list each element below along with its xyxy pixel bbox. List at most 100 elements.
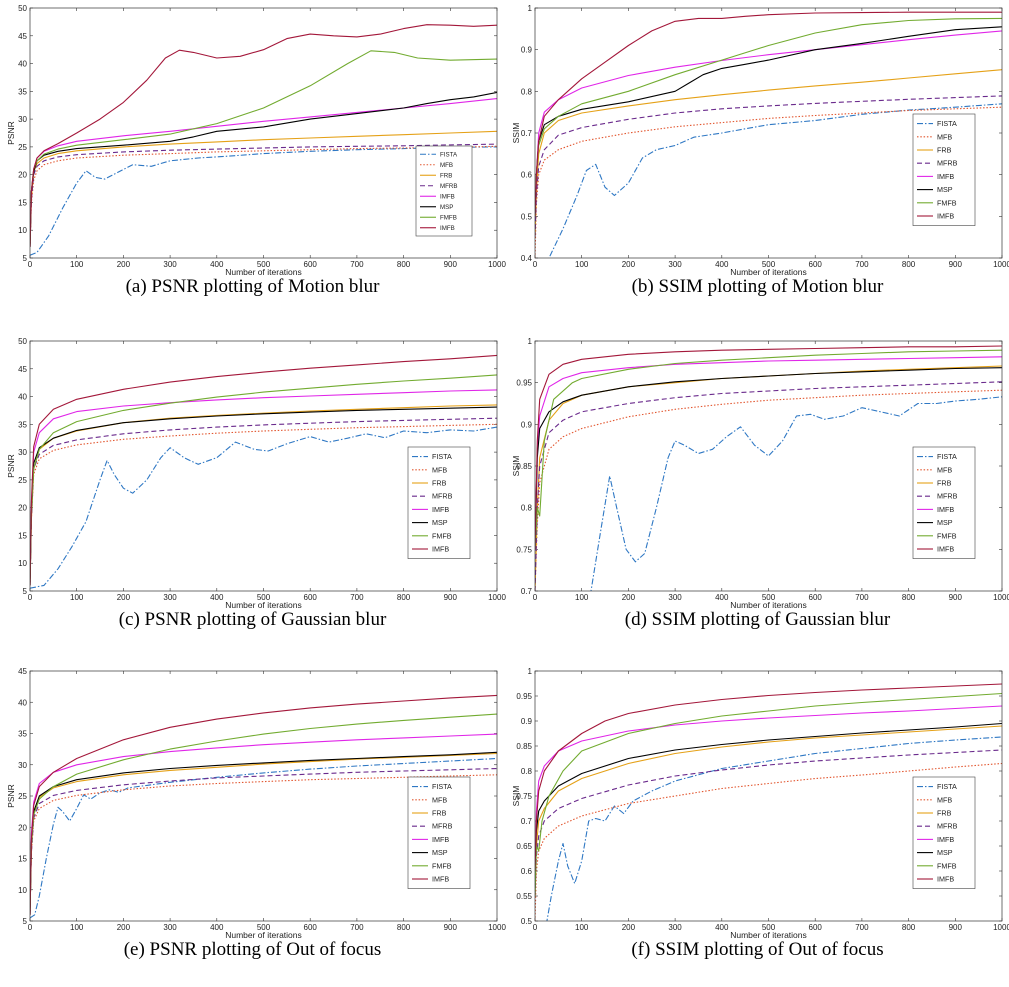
y-tick-label: 25 <box>18 143 27 152</box>
x-tick-label: 700 <box>855 260 869 269</box>
plot-frame <box>29 340 498 592</box>
series-line-imfb <box>30 733 497 915</box>
legend-label: MFRB <box>440 183 458 190</box>
x-tick-label: 400 <box>210 923 224 932</box>
legend-label: FMFB <box>432 531 452 540</box>
series-line-imfb <box>30 694 497 915</box>
legend-box <box>407 446 471 559</box>
x-tick-label: 800 <box>397 593 411 602</box>
y-tick-label: 0.5 <box>521 212 533 221</box>
x-tick-label: 400 <box>715 593 729 602</box>
y-tick-label: 0.55 <box>516 892 532 901</box>
x-tick-label: 800 <box>902 923 916 932</box>
legend-label: IMFB <box>937 172 954 181</box>
y-tick-label: 0.8 <box>521 767 533 776</box>
y-axis-label: PSNR <box>6 454 16 478</box>
series-group <box>535 11 1002 258</box>
legend-label: MFRB <box>432 492 453 501</box>
legend-label: MFRB <box>937 492 958 501</box>
y-tick-label: 45 <box>18 32 27 41</box>
series-line-mfrb <box>535 381 1002 591</box>
series-line-fmfb <box>535 692 1002 897</box>
y-tick-label: 0.6 <box>521 171 533 180</box>
y-tick-label: 15 <box>18 531 27 540</box>
plot-frame <box>29 7 498 259</box>
series-line-mfb <box>30 774 497 915</box>
plot-frame <box>534 340 1003 592</box>
legend-label: IMFB <box>937 545 954 554</box>
legend-label: IMFB <box>937 505 954 514</box>
panel-e: 0 100 200 300 400 500 600 700 800 900 1000 5 10 15 20 2… <box>0 663 506 987</box>
y-tick-label: 5 <box>23 917 28 926</box>
y-tick-label: 1 <box>528 4 533 13</box>
x-tick-label: 500 <box>762 260 776 269</box>
series-line-imfb <box>535 11 1002 217</box>
y-tick-label: 0.7 <box>521 817 533 826</box>
legend-box <box>912 446 976 559</box>
x-tick-label: 900 <box>949 923 963 932</box>
x-tick-label: 600 <box>809 593 823 602</box>
x-tick-label: 200 <box>622 593 636 602</box>
plot-frame <box>534 7 1003 259</box>
y-tick-label: 30 <box>18 448 27 457</box>
y-tick-label: 35 <box>18 420 27 429</box>
legend-box <box>415 145 473 237</box>
x-tick-label: 800 <box>902 593 916 602</box>
legend-label: MFRB <box>937 159 958 168</box>
chart-a: 0 100 200 300 400 500 600 700 800 900 1000 5 10 15 20 2… <box>6 4 506 277</box>
x-tick-label: 400 <box>210 260 224 269</box>
legend-label: IMFB <box>432 875 449 884</box>
y-tick-label: 10 <box>18 886 27 895</box>
legend-label: FISTA <box>432 782 452 791</box>
panel-c: 0 100 200 300 400 500 600 700 800 900 1000 5 10 15 20 2… <box>0 333 506 657</box>
series-line-imfb <box>535 30 1002 217</box>
x-tick-label: 400 <box>210 593 224 602</box>
y-tick-label: 20 <box>18 171 27 180</box>
panel-b: 0 100 200 300 400 500 600 700 800 900 1000 0.4 0.5 0.… <box>505 0 1009 324</box>
x-axis-label: Number of iterations <box>225 930 302 940</box>
x-tick-label: 300 <box>668 923 682 932</box>
x-tick-label: 100 <box>575 260 589 269</box>
y-tick-label: 35 <box>18 730 27 739</box>
y-tick-label: 30 <box>18 761 27 770</box>
series-line-fmfb <box>535 349 1002 550</box>
x-axis-label: Number of iterations <box>225 600 302 610</box>
legend-label: FMFB <box>937 861 957 870</box>
legend-label: MFB <box>937 465 952 474</box>
legend-label: FISTA <box>937 452 957 461</box>
legend-label: MFRB <box>937 822 958 831</box>
x-tick-label: 100 <box>70 260 84 269</box>
x-axis-label: Number of iterations <box>730 267 807 277</box>
x-tick-label: 500 <box>257 593 271 602</box>
legend-label: IMFB <box>440 225 455 232</box>
y-tick-label: 15 <box>18 855 27 864</box>
series-line-mfrb <box>30 767 497 915</box>
legend-label: MFB <box>440 162 453 169</box>
caption-c: (c) PSNR plotting of Gaussian blur <box>118 609 387 630</box>
legend-label: IMFB <box>937 835 954 844</box>
y-tick-label: 50 <box>18 337 27 346</box>
series-line-mfb <box>535 762 1002 921</box>
x-tick-label: 200 <box>117 593 131 602</box>
x-tick-label: 700 <box>855 923 869 932</box>
x-axis-label: Number of iterations <box>730 930 807 940</box>
legend-label: FISTA <box>937 782 957 791</box>
x-tick-label: 900 <box>949 593 963 602</box>
x-tick-label: 500 <box>257 923 271 932</box>
x-tick-label: 500 <box>257 260 271 269</box>
panel-a: 0 100 200 300 400 500 600 700 800 900 1000 5 10 15 20 2… <box>0 0 506 324</box>
y-axis-label: PSNR <box>6 784 16 808</box>
y-tick-label: 0.75 <box>516 545 532 554</box>
x-tick-label: 600 <box>809 923 823 932</box>
y-tick-label: 0.75 <box>516 792 532 801</box>
legend-box <box>912 776 976 889</box>
series-line-frb <box>535 725 1002 897</box>
y-tick-label: 0.85 <box>516 462 532 471</box>
x-tick-label: 900 <box>949 260 963 269</box>
x-tick-label: 900 <box>444 923 458 932</box>
y-tick-label: 1 <box>528 337 533 346</box>
legend-label: IMFB <box>440 193 455 200</box>
series-line-frb <box>535 69 1002 238</box>
legend-label: FRB <box>432 479 447 488</box>
y-tick-label: 0.6 <box>521 867 533 876</box>
